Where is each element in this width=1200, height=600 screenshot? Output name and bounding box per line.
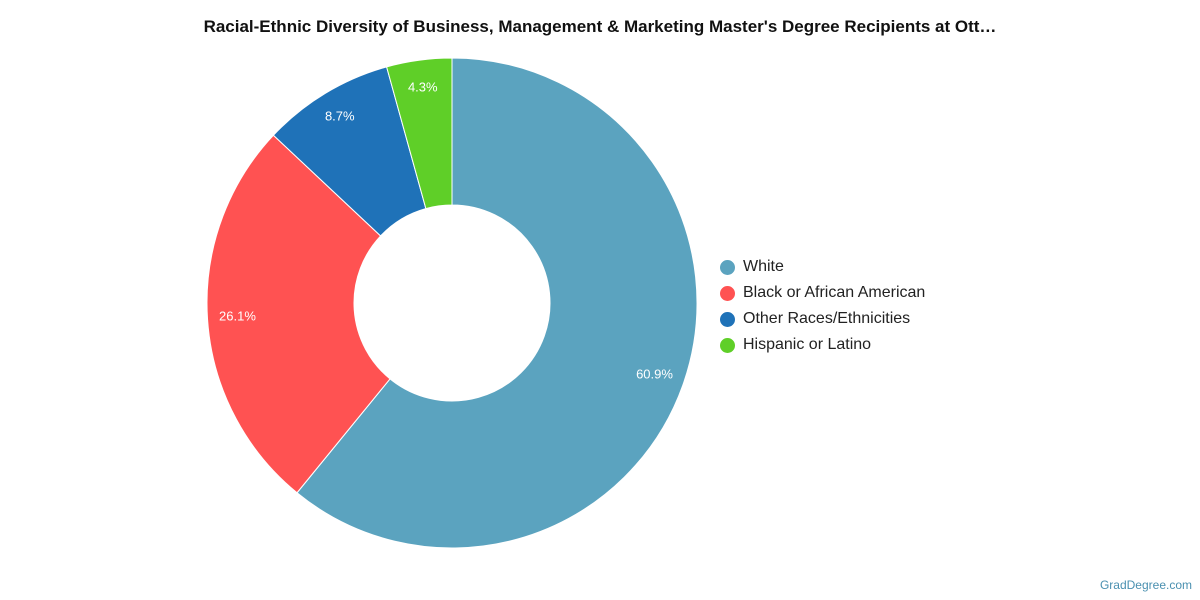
legend-item-white[interactable]: White bbox=[720, 254, 925, 280]
legend-item-hispanic-or-latino[interactable]: Hispanic or Latino bbox=[720, 332, 925, 358]
slice-white[interactable] bbox=[296, 57, 698, 549]
legend-swatch-icon bbox=[720, 311, 735, 327]
source-credit: GradDegree.com bbox=[1099, 578, 1192, 592]
slice-black-or-african-american[interactable] bbox=[206, 134, 391, 494]
legend-swatch-icon bbox=[720, 285, 735, 301]
legend-label: Hispanic or Latino bbox=[743, 336, 872, 353]
slice-value-label: 4.3% bbox=[408, 79, 438, 94]
legend: White Black or African American Other Race… bbox=[720, 254, 925, 358]
legend-item-black-or-african-american[interactable]: Black or African American bbox=[720, 280, 925, 306]
slice-value-label: 60.9% bbox=[636, 367, 673, 382]
legend-item-other-races-ethnicities[interactable]: Other Races/Ethnicities bbox=[720, 306, 925, 332]
chart-title: Racial-Ethnic Diversity of Business, Man… bbox=[203, 17, 997, 36]
legend-label: Black or African American bbox=[743, 284, 926, 301]
slice-value-label: 26.1% bbox=[219, 309, 256, 324]
slice-value-label: 8.7% bbox=[325, 109, 355, 124]
legend-label: White bbox=[743, 258, 784, 275]
slice-hispanic-or-latino[interactable] bbox=[385, 57, 453, 210]
legend-swatch-icon bbox=[720, 337, 735, 353]
legend-swatch-icon bbox=[720, 259, 735, 275]
legend-label: Other Races/Ethnicities bbox=[743, 310, 911, 327]
